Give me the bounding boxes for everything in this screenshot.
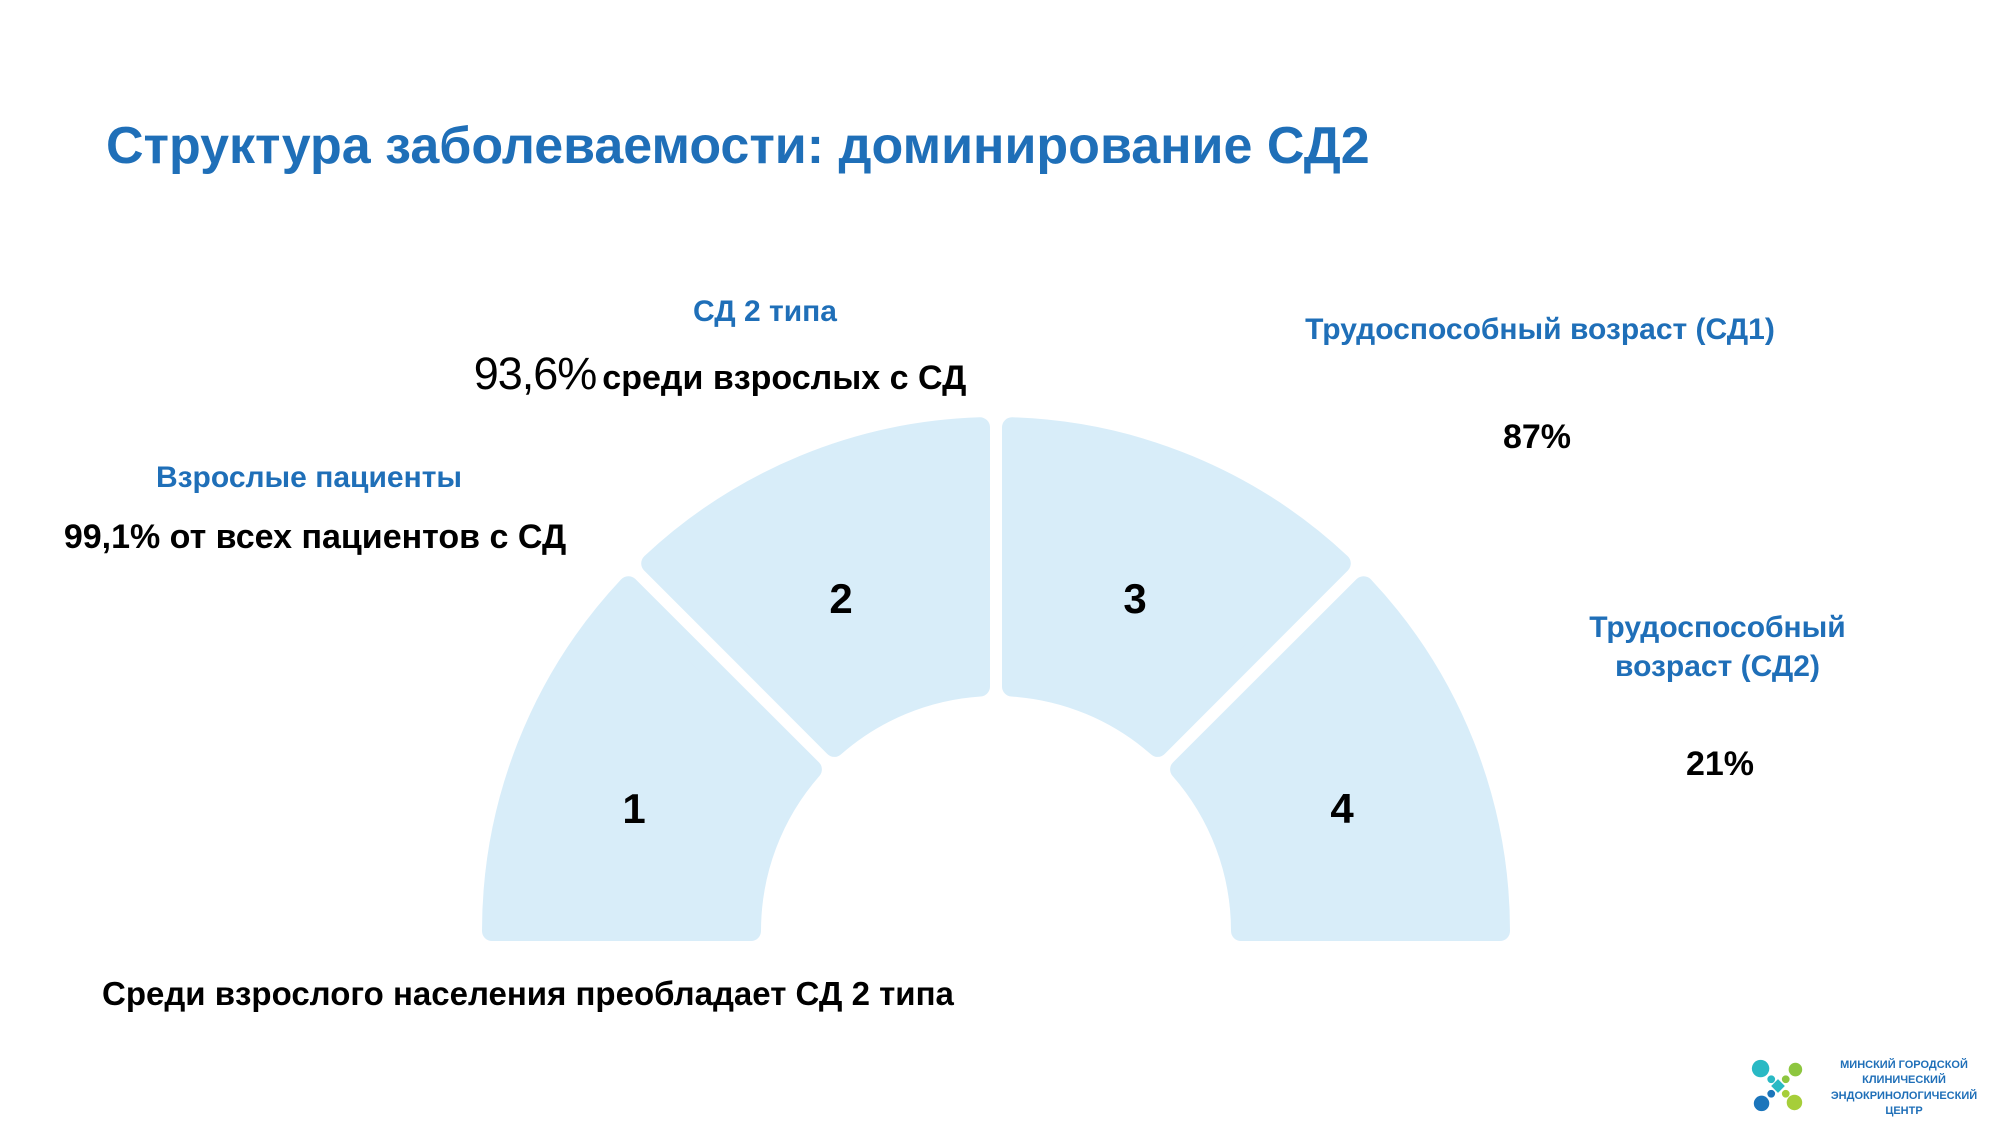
clinic-logo: МИНСКИЙ ГОРОДСКОЙ КЛИНИЧЕСКИЙ ЭНДОКРИНОЛ…: [1748, 1056, 1990, 1121]
callout-sd2-label: СД 2 типа: [693, 295, 837, 328]
callout-sd2-value: 93,6% среди взрослых с СД: [440, 348, 1000, 400]
arc-segment-3: [1002, 417, 1351, 757]
segment-number-2: 2: [829, 575, 853, 622]
sd2-percent-caption: среди взрослых с СД: [602, 359, 967, 397]
callout-working-age-sd2-label: Трудоспособный возраст (СД2): [1589, 611, 1846, 683]
clinic-logo-line: КЛИНИЧЕСКИЙ: [1862, 1074, 1946, 1087]
callout-adults-label: Взрослые пациенты: [155, 461, 463, 494]
clinic-logo-icon: [1748, 1056, 1808, 1121]
arc-segment-2: [641, 417, 990, 757]
sd2-percent: 93,6%: [473, 348, 598, 399]
segment-number-1: 1: [622, 785, 646, 832]
clinic-logo-text: МИНСКИЙ ГОРОДСКОЙ КЛИНИЧЕСКИЙ ЭНДОКРИНОЛ…: [1818, 1058, 1990, 1120]
slide-title: Структура заболеваемости: доминирование …: [106, 117, 1370, 175]
callout-working-age-sd1-label: Трудоспособный возраст (СД1): [1305, 313, 1775, 346]
clinic-logo-line: ЭНДОКРИНОЛОГИЧЕСКИЙ: [1830, 1089, 1978, 1102]
callout-working-age-sd1-value: 87%: [1502, 418, 1572, 456]
callout-working-age-sd2-value: 21%: [1685, 745, 1755, 783]
segment-number-3: 3: [1123, 575, 1147, 622]
conclusion-text: Среди взрослого населения преобладает СД…: [102, 975, 954, 1012]
arc-segment-1: [482, 576, 822, 941]
clinic-logo-line: ЦЕНТР: [1885, 1104, 1923, 1117]
callout-adults-value: 99,1% от всех пациентов с СД: [63, 518, 567, 556]
clinic-logo-line: МИНСКИЙ ГОРОДСКОЙ: [1840, 1058, 1968, 1071]
segment-number-4: 4: [1330, 785, 1354, 832]
arc-segment-4: [1170, 576, 1510, 941]
